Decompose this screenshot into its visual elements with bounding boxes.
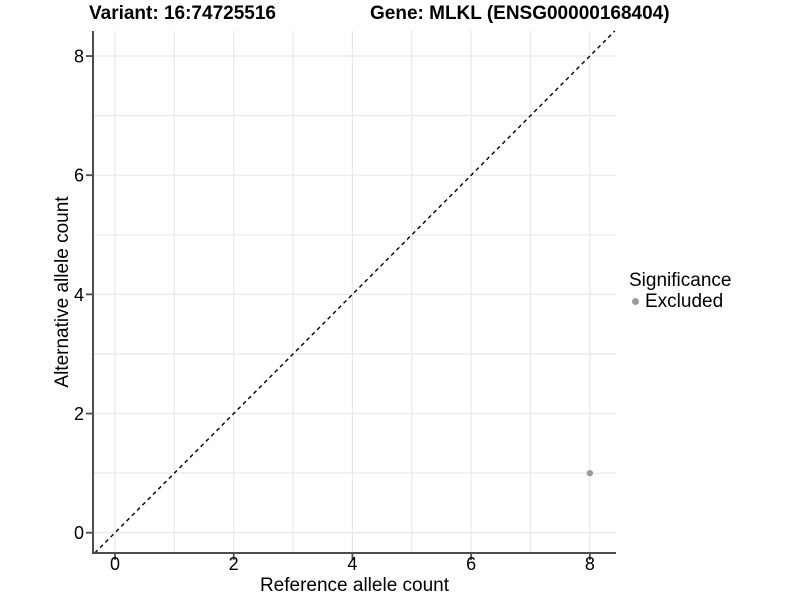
y-tick-label: 2 <box>74 404 84 424</box>
y-tick-label: 8 <box>74 47 84 67</box>
x-tick-label: 6 <box>466 554 476 574</box>
x-tick-label: 4 <box>347 554 357 574</box>
legend-item-excluded: Excluded <box>629 291 731 312</box>
y-tick-label: 6 <box>74 166 84 186</box>
data-point <box>586 469 594 477</box>
y-tick-label: 4 <box>74 285 84 305</box>
legend-items: Excluded <box>629 291 731 312</box>
legend-title: Significance <box>629 270 732 291</box>
plot-title-variant: Variant: 16:74725516 <box>89 3 276 24</box>
x-axis-title: Reference allele count <box>259 575 450 596</box>
x-tick-label: 0 <box>110 554 120 574</box>
legend-item-label: Excluded <box>645 290 724 312</box>
y-axis-title: Alternative allele count <box>52 196 73 388</box>
x-tick-label: 2 <box>229 554 239 574</box>
x-tick-label: 8 <box>585 554 595 574</box>
identity-dashed-line <box>94 30 616 554</box>
legend: Significance Excluded <box>629 270 731 312</box>
y-tick-label: 0 <box>74 523 84 543</box>
legend-key-dot-icon <box>632 298 639 305</box>
plot-title-gene: Gene: MLKL (ENSG00000168404) <box>370 3 670 24</box>
